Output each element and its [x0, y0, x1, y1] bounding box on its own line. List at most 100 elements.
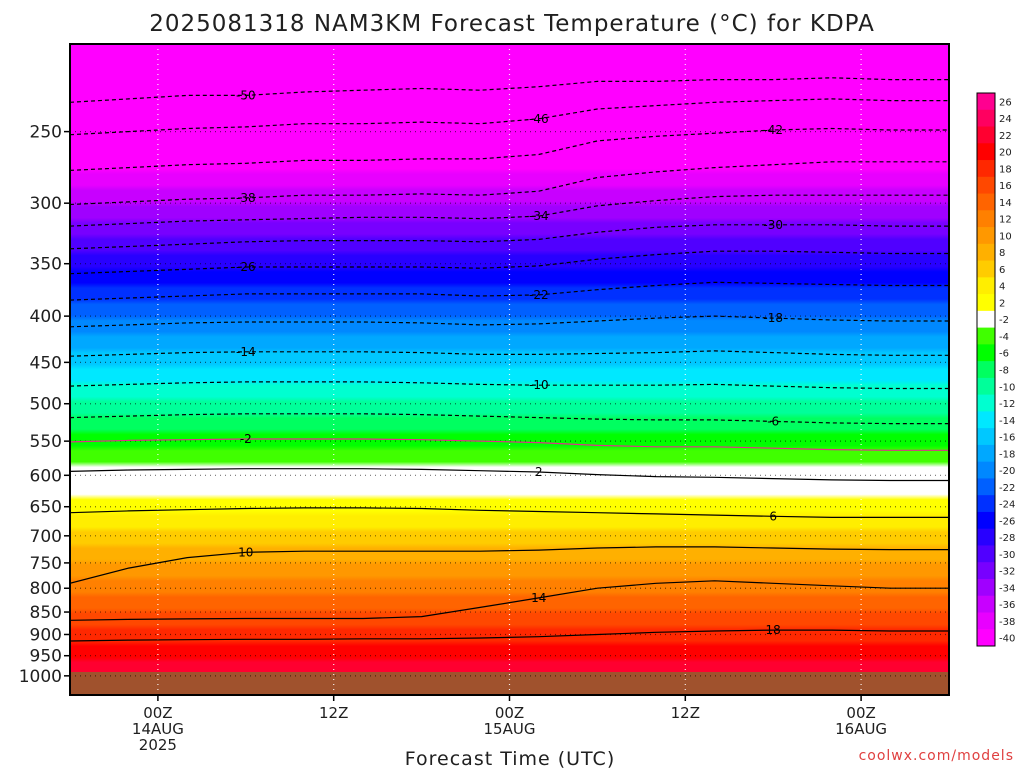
- colorbar-swatch: [977, 310, 995, 329]
- y-tick-label: 450: [30, 353, 62, 373]
- y-tick-label: 500: [30, 395, 62, 415]
- colorbar-swatch: [977, 93, 995, 111]
- colorbar-swatch: [977, 193, 995, 211]
- colorbar-label: -38: [999, 617, 1015, 628]
- isotherm-label: -10: [529, 378, 549, 392]
- colorbar-label: 10: [999, 231, 1012, 242]
- colorbar-swatch: [977, 528, 995, 546]
- colorbar-swatch: [977, 143, 995, 161]
- colorbar-label: 22: [999, 131, 1012, 142]
- colorbar-label: 18: [999, 164, 1012, 175]
- isotherm-label: 10: [238, 545, 253, 559]
- credit-text: coolwx.com/models: [859, 748, 1014, 764]
- colorbar-swatch: [977, 160, 995, 178]
- colorbar-swatch: [977, 260, 995, 278]
- colorbar-label: -12: [999, 399, 1015, 410]
- colorbar-swatch: [977, 377, 995, 396]
- isotherm-label: 6: [769, 509, 777, 523]
- x-tick-label: 14AUG: [132, 720, 184, 738]
- isotherm-label: -18: [763, 311, 783, 325]
- colorbar-swatch: [977, 444, 995, 463]
- chart-title: 2025081318 NAM3KM Forecast Temperature (…: [149, 11, 875, 37]
- colorbar-swatch: [977, 595, 995, 613]
- y-tick-label: 900: [30, 625, 62, 645]
- colorbar-label: -40: [999, 634, 1015, 645]
- colorbar-swatch: [977, 243, 995, 262]
- isotherm-label: -14: [236, 345, 256, 359]
- colorbar-label: 16: [999, 181, 1012, 192]
- colorbar-label: 2: [999, 298, 1005, 309]
- y-tick-label: 650: [30, 498, 62, 518]
- y-tick-label: 250: [30, 123, 62, 143]
- colorbar-label: -2: [999, 315, 1009, 326]
- isotherm-line: [70, 629, 949, 642]
- colorbar-label: -14: [999, 416, 1015, 427]
- colorbar-swatch: [977, 629, 995, 647]
- isotherm-label: -46: [529, 112, 549, 126]
- isotherm-label: -50: [236, 88, 256, 102]
- colorbar-swatch: [977, 545, 995, 563]
- isotherm-line: [70, 468, 949, 482]
- colorbar-label: -10: [999, 382, 1015, 393]
- colorbar-label: -16: [999, 433, 1015, 444]
- colorbar: 26 24 22 20 18 16 14 12 10 8 6 4 2 -2 -4 -6 -8 -10 -12 -14 -…: [976, 92, 1015, 647]
- y-tick-label: 700: [30, 527, 62, 547]
- isotherm-label: -42: [763, 123, 783, 137]
- y-tick-label: 350: [30, 255, 62, 275]
- y-tick-label: 550: [30, 432, 62, 452]
- colorbar-swatch: [977, 428, 995, 446]
- colorbar-swatch: [977, 478, 995, 496]
- colorbar-swatch: [977, 361, 995, 379]
- colorbar-swatch: [977, 294, 995, 312]
- colorbar-swatch: [977, 461, 995, 479]
- y-tick-label: 400: [30, 307, 62, 327]
- isotherm-label: -2: [240, 432, 252, 446]
- y-tick-label: 800: [30, 579, 62, 599]
- surface-band: [70, 672, 949, 695]
- colorbar-label: -30: [999, 550, 1015, 561]
- x-tick-label: 15AUG: [484, 720, 536, 738]
- colorbar-label: 14: [999, 198, 1012, 209]
- colorbar-label: 8: [999, 248, 1005, 259]
- colorbar-label: -26: [999, 516, 1015, 527]
- y-tick-label: 850: [30, 603, 62, 623]
- x-tick-label: 12Z: [319, 704, 348, 722]
- colorbar-swatch: [977, 578, 995, 597]
- isotherm-contours: -50-46-42-38-34-30-26-22-18-14-10-6-2261…: [70, 77, 949, 642]
- colorbar-swatch: [977, 344, 995, 362]
- colorbar-swatch: [977, 176, 995, 195]
- isotherm-line: [70, 507, 949, 518]
- colorbar-label: -20: [999, 466, 1015, 477]
- x-tick-label: 00Z: [143, 704, 172, 722]
- isotherm-label: -38: [236, 191, 256, 205]
- colorbar-label: -18: [999, 449, 1015, 460]
- colorbar-label: 12: [999, 215, 1012, 226]
- colorbar-label: 26: [999, 97, 1012, 108]
- isotherm-label: 14: [531, 591, 546, 605]
- colorbar-swatch: [977, 411, 995, 429]
- y-tick-label: 300: [30, 194, 62, 214]
- x-tick-label: 00Z: [495, 704, 524, 722]
- x-tick-label: 16AUG: [835, 720, 887, 738]
- isotherm-label: -6: [767, 414, 779, 428]
- colorbar-label: 6: [999, 265, 1005, 276]
- colorbar-frame: [976, 92, 996, 647]
- colorbar-swatch: [977, 126, 995, 144]
- isotherm-label: -26: [236, 260, 256, 274]
- x-tick-label: 12Z: [671, 704, 700, 722]
- colorbar-label: -22: [999, 483, 1015, 494]
- colorbar-swatch: [977, 327, 995, 345]
- colorbar-swatch: [977, 227, 995, 245]
- y-tick-label: 750: [30, 554, 62, 574]
- isotherm-line: [70, 546, 949, 584]
- isotherm-line: [70, 580, 949, 621]
- colorbar-label: 20: [999, 148, 1012, 159]
- isotherm-label: 18: [766, 623, 781, 637]
- colorbar-label: -6: [999, 349, 1009, 360]
- colorbar-label: 24: [999, 114, 1012, 125]
- isotherm-line: [70, 438, 949, 451]
- isotherm-label: -22: [529, 288, 549, 302]
- isotherm-label: -34: [529, 209, 549, 223]
- isotherm-label: 2: [535, 465, 543, 479]
